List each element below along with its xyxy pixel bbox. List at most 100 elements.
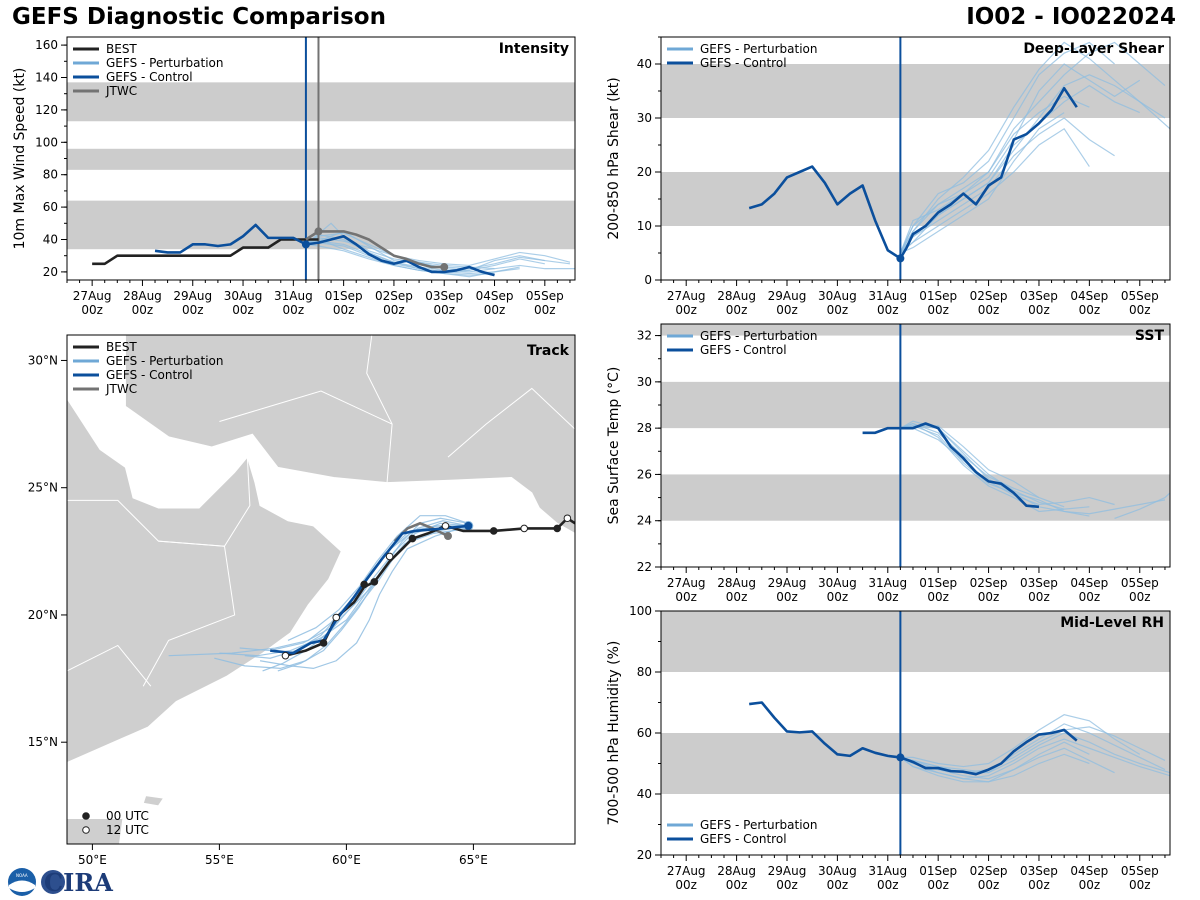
x-tick-label: 04Sep [1070,576,1108,590]
y-tick-label: 40 [637,787,652,801]
init-marker [896,753,905,762]
lat-tick-label: 30°N [28,353,58,367]
x-tick-label: 30Aug [818,576,857,590]
perturbation-line [900,732,1170,774]
y-tick-label: 0 [644,273,652,287]
x-tick-label-hour: 00z [1028,303,1050,317]
perturbation-line [899,84,1140,254]
x-tick-label: 30Aug [818,289,857,303]
x-tick-label: 05Sep [526,289,564,303]
perturbation-line [900,714,1141,768]
x-tick-label-hour: 00z [927,878,949,892]
perturbation-line [900,422,1090,513]
perturbation-track [262,522,469,672]
y-tick-label: 140 [35,71,58,85]
x-tick-label-hour: 00z [1079,878,1101,892]
x-tick-label-hour: 00z [776,590,798,604]
noaa-label: NOAA [16,873,28,878]
legend-label: GEFS - Control [106,70,193,84]
x-tick-label: 28Aug [717,864,756,878]
legend-label: GEFS - Perturbation [700,329,817,343]
lat-tick-label: 25°N [28,481,58,495]
legend-label: GEFS - Control [700,56,787,70]
x-tick-label-hour: 00z [827,303,849,317]
y-tick-label: 160 [35,38,58,52]
x-tick-label-hour: 00z [1129,303,1151,317]
y-tick-label: 120 [35,103,58,117]
x-tick-label: 05Sep [1121,289,1159,303]
lon-tick-label: 50°E [78,853,107,867]
threshold-band [67,148,575,170]
y-tick-label: 40 [43,233,58,247]
legend-label: JTWC [105,382,137,396]
x-tick-label: 30Aug [224,289,263,303]
map-area [67,335,575,844]
x-tick-label-hour: 00z [877,303,899,317]
border-pakistan-provinces [447,387,575,458]
threshold-band [661,64,1170,118]
jtwc-end-marker [440,263,449,272]
y-tick-label: 20 [637,848,652,862]
y-tick-label: 10 [637,219,652,233]
x-tick-label: 28Aug [123,289,162,303]
legend-label: GEFS - Perturbation [106,354,223,368]
y-tick-label: 24 [637,514,652,528]
x-tick-label: 02Sep [970,289,1008,303]
axes-frame [660,36,1171,281]
perturbation-line [900,420,1065,510]
x-tick-label-hour: 00z [877,878,899,892]
best-position-marker [332,613,341,622]
y-tick-label: 32 [637,329,652,343]
x-tick-label: 29Aug [173,289,212,303]
perturbation-line [305,237,571,267]
perturbation-line [305,222,575,270]
x-tick-label-hour: 00z [675,303,697,317]
x-tick-label: 05Sep [1121,576,1159,590]
perturbation-line [1114,492,1170,519]
x-tick-label-hour: 00z [1028,590,1050,604]
plot-area [661,611,1170,855]
legend-label: GEFS - Control [700,832,787,846]
x-tick-label: 05Sep [1121,864,1159,878]
storm-id: IO02 - IO022024 [966,4,1176,30]
series-line [748,87,1078,260]
y-tick-label: 60 [43,200,58,214]
x-tick-label: 31Aug [868,576,907,590]
x-tick-label-hour: 00z [827,590,849,604]
y-tick-label: 60 [637,726,652,740]
x-tick-label: 31Aug [274,289,313,303]
x-tick-label-hour: 00z [675,590,697,604]
x-tick-label-hour: 00z [776,303,798,317]
x-tick-label: 02Sep [970,576,1008,590]
x-tick-label: 01Sep [919,864,957,878]
control-start-marker [464,521,473,530]
x-tick-label-hour: 00z [927,303,949,317]
y-tick-label: 20 [637,165,652,179]
border-uae [158,457,251,547]
best-position-marker [370,578,379,586]
y-tick-label: 30 [637,375,652,389]
perturbation-line [900,112,1065,254]
y-axis-label: Sea Surface Temp (°C) [606,367,622,525]
series-line [305,230,445,269]
axes-frame [660,323,1171,568]
plot-area [661,37,1170,280]
y-tick-label: 40 [637,57,652,71]
legend-label: GEFS - Perturbation [106,56,223,70]
border-iran-provinces [219,390,393,425]
perturbation-track [239,520,469,652]
perturbation-line [900,425,1090,517]
panel-title: Track [527,343,570,359]
y-tick-label: 30 [637,111,652,125]
x-tick-label-hour: 00z [534,303,556,317]
x-tick-label-hour: 00z [182,303,204,317]
x-tick-label: 03Sep [1020,289,1058,303]
x-tick-label-hour: 00z [978,590,1000,604]
threshold-band [661,474,1170,521]
x-tick-label: 27Aug [667,289,706,303]
x-tick-label-hour: 00z [877,590,899,604]
y-tick-label: 100 [35,135,58,149]
x-tick-label-hour: 00z [1129,878,1151,892]
best-position-marker [489,527,498,535]
